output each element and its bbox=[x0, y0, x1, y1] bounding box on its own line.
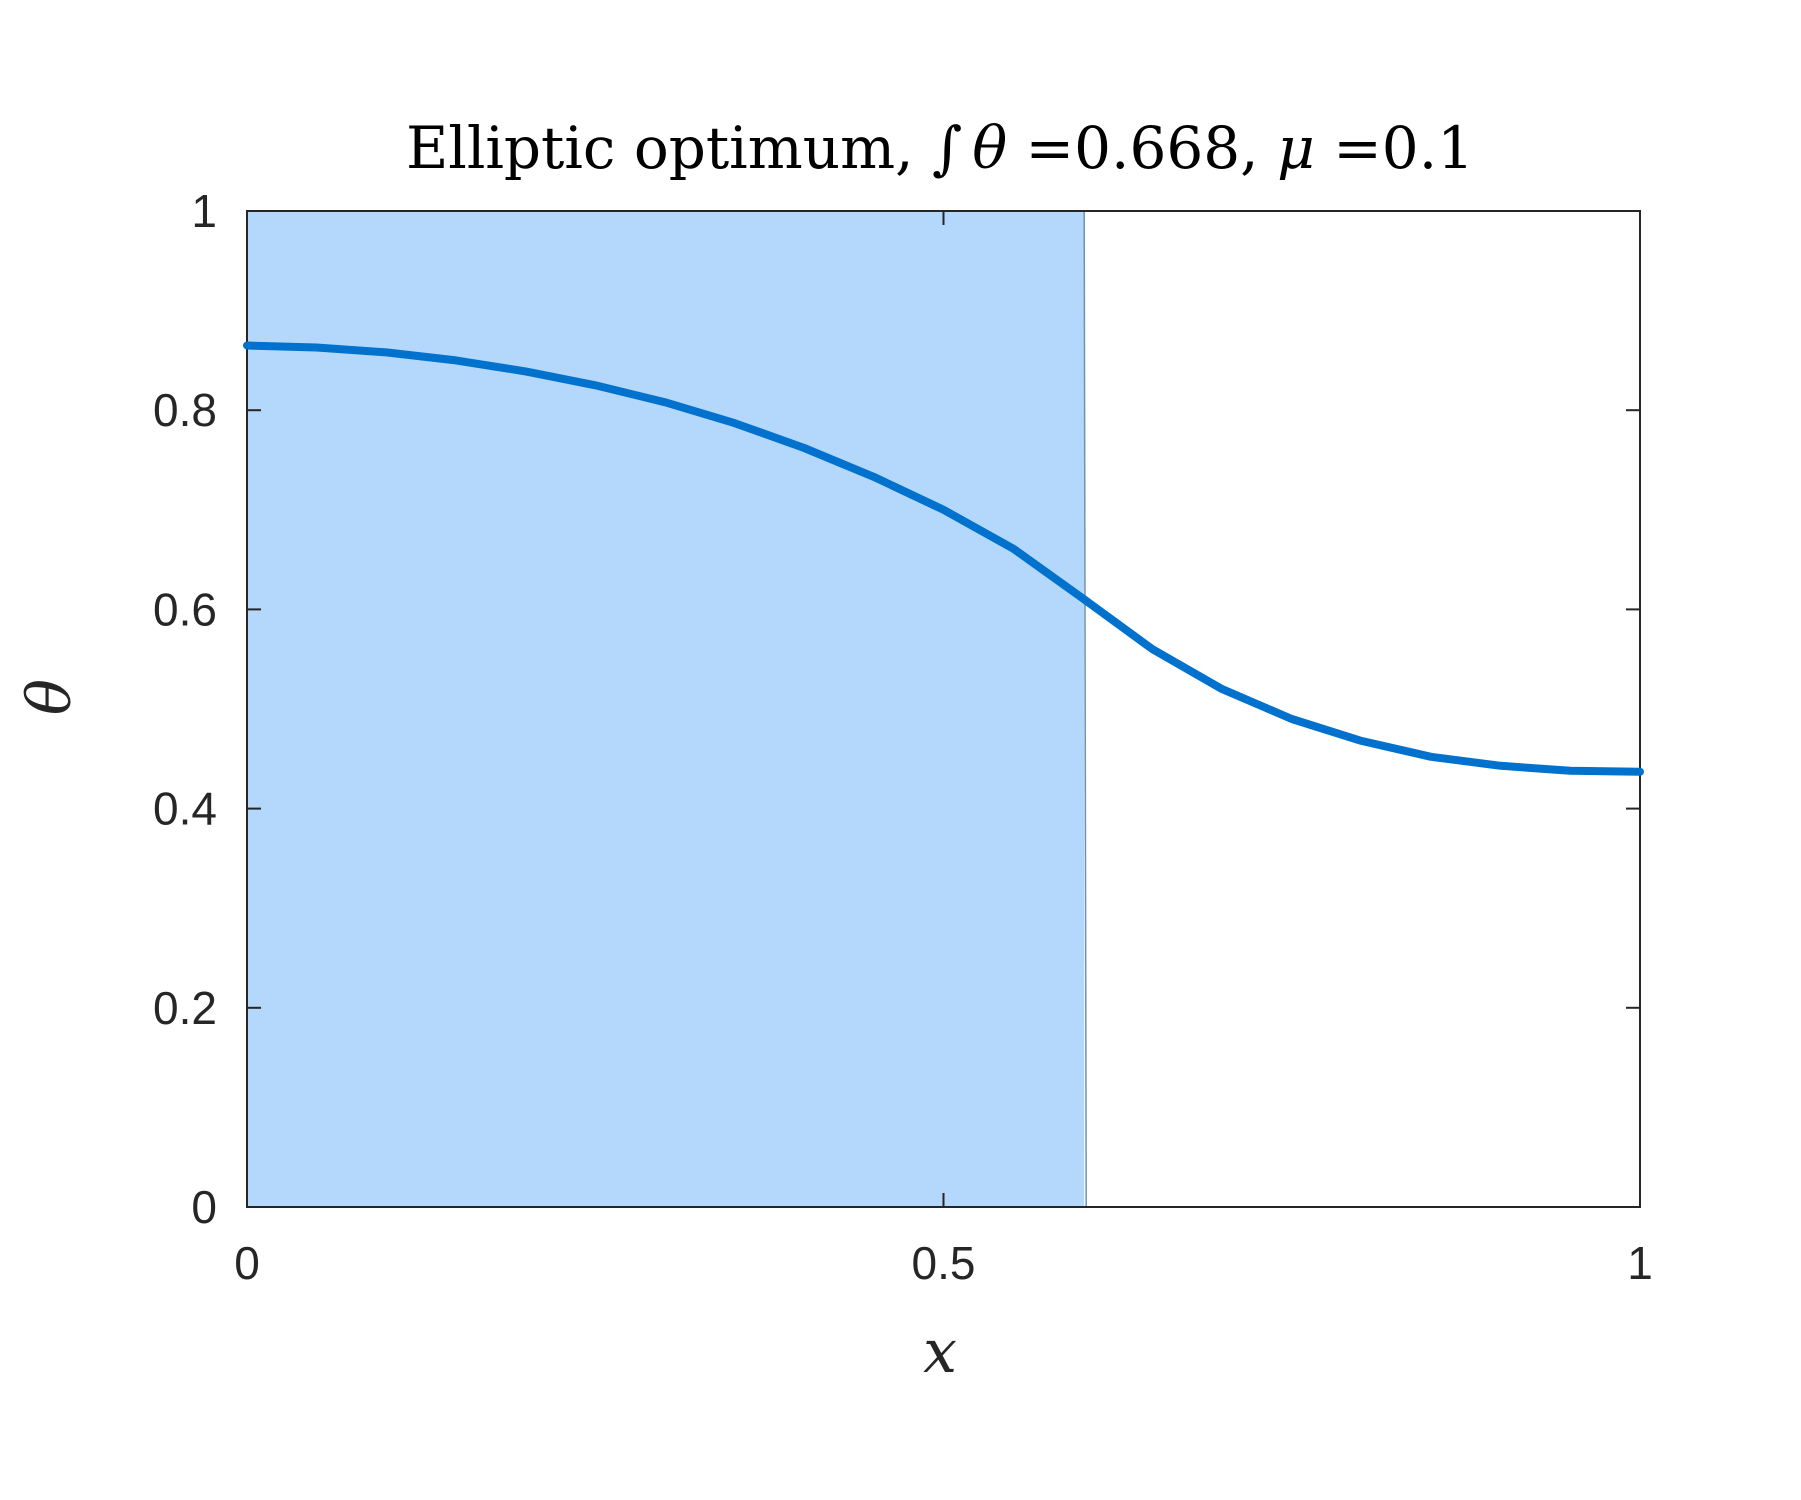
y-tick-label: 0.2 bbox=[153, 982, 217, 1034]
y-tick-label: 0 bbox=[191, 1181, 217, 1233]
y-tick-label: 0.4 bbox=[153, 783, 217, 835]
shaded-region-edge bbox=[1083, 210, 1087, 1208]
x-tick-label: 0.5 bbox=[912, 1237, 976, 1289]
y-axis-label: θ bbox=[15, 679, 85, 715]
title-mu-symbol: μ bbox=[1277, 114, 1315, 182]
y-tick-label: 0.6 bbox=[153, 583, 217, 635]
x-tick-label: 0 bbox=[234, 1237, 260, 1289]
title-prefix: Elliptic optimum, bbox=[406, 114, 932, 182]
title-integral-sign: ∫ bbox=[932, 114, 962, 182]
x-tick-label: 1 bbox=[1627, 1237, 1653, 1289]
x-axis-label: x bbox=[923, 1317, 957, 1387]
title-integral-value: =0.668, bbox=[1007, 114, 1277, 182]
shaded-region bbox=[247, 211, 1085, 1207]
y-tick-label: 1 bbox=[191, 185, 217, 237]
y-tick-label: 0.8 bbox=[153, 384, 217, 436]
chart-title: Elliptic optimum, ∫ θ =0.668, μ =0.1 bbox=[406, 114, 1474, 182]
title-integrand: θ bbox=[972, 114, 1007, 182]
plot-area: 0 0.5 1 0 0.2 0.4 0.6 0.8 1 bbox=[153, 185, 1653, 1289]
series-line bbox=[243, 341, 1644, 776]
title-mu-value: =0.1 bbox=[1315, 114, 1474, 182]
